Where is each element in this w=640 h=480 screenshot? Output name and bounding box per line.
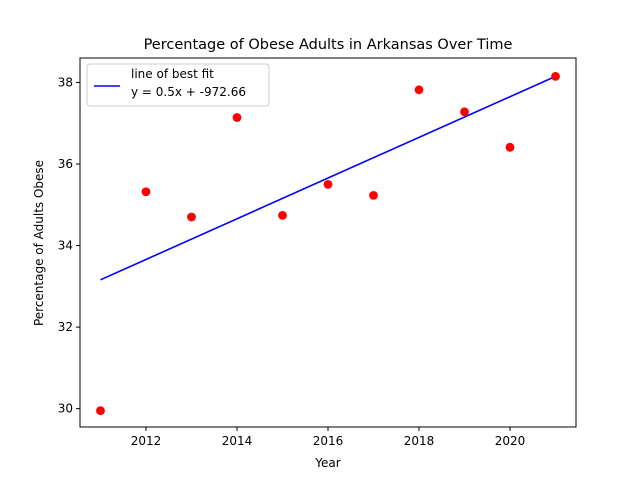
data-point	[505, 142, 515, 152]
x-axis-ticks: 2012 2014 2016 2018 2020	[131, 427, 526, 448]
data-point	[187, 212, 196, 222]
y-tick-label: 34	[58, 239, 73, 253]
data-point	[96, 406, 105, 416]
legend: line of best fit y = 0.5x + -972.66	[86, 63, 270, 107]
data-point	[369, 191, 378, 200]
x-axis-label: Year	[314, 456, 340, 470]
x-tick-label: 2014	[222, 434, 253, 448]
y-tick-label: 32	[58, 320, 73, 334]
data-point	[323, 179, 333, 189]
y-axis-ticks: 30 32 34 36 38	[58, 75, 80, 416]
y-tick-label: 38	[58, 75, 73, 89]
x-tick-label: 2018	[404, 434, 435, 448]
legend-equation: y = 0.5x + -972.66	[131, 85, 246, 99]
data-point	[414, 85, 424, 95]
x-tick-label: 2016	[313, 434, 344, 448]
data-point	[460, 107, 469, 117]
data-point	[141, 187, 151, 197]
chart-title: Percentage of Obese Adults in Arkansas O…	[144, 37, 513, 53]
data-point	[278, 210, 287, 220]
fit-line-layer	[100, 75, 556, 281]
y-tick-label: 30	[58, 402, 73, 416]
y-axis-label: Percentage of Adults Obese	[32, 160, 46, 326]
data-point	[232, 113, 242, 122]
scatter-points	[96, 71, 560, 416]
y-tick-label: 36	[58, 157, 73, 171]
data-point	[551, 71, 560, 81]
x-tick-label: 2012	[131, 434, 162, 448]
x-tick-label: 2020	[495, 434, 526, 448]
best-fit-line	[100, 75, 556, 281]
legend-box	[86, 63, 270, 107]
axes-frame	[79, 57, 577, 428]
legend-label: line of best fit	[131, 67, 214, 81]
plot-area	[79, 57, 577, 428]
